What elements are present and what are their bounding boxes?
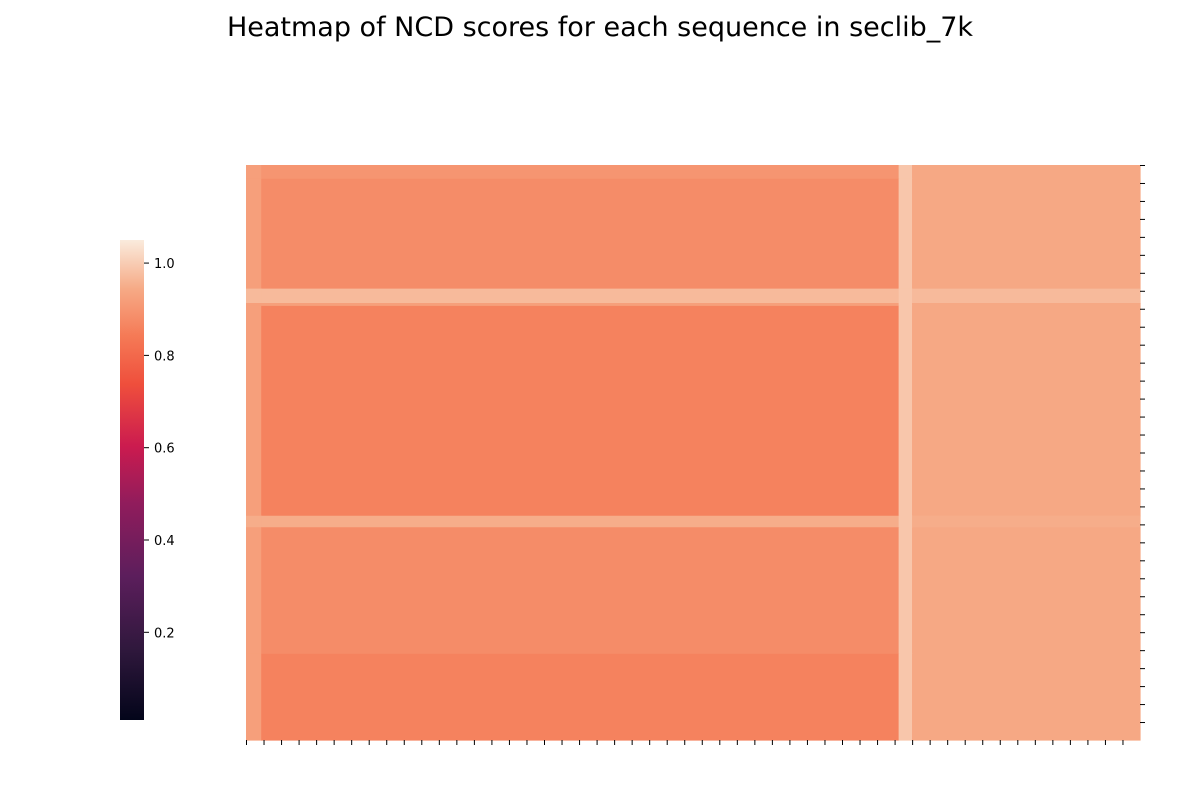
heatmap-cell-r1-c0 — [246, 178, 262, 290]
heatmap-cell-r5-c0 — [246, 515, 262, 528]
chart-title: Heatmap of NCD scores for each sequence … — [226, 12, 974, 43]
heatmap-cell-r7-c2 — [898, 653, 913, 741]
heatmap-cell-r3-c1 — [261, 303, 900, 307]
colorbar-tick-label: 0.6 — [154, 442, 175, 457]
heatmap-cell-r5-c3 — [912, 515, 1141, 528]
heatmap-cell-r1-c3 — [912, 178, 1141, 290]
heatmap-cell-r5-c2 — [898, 515, 913, 528]
heatmap-cell-r3-c2 — [898, 303, 913, 307]
heatmap-cell-r0-c2 — [898, 165, 913, 180]
heatmap-cell-r0-c3 — [912, 165, 1141, 180]
heatmap-cell-r6-c0 — [246, 527, 262, 655]
colorbar-gradient — [120, 240, 144, 720]
heatmap-cell-r3-c3 — [912, 303, 1141, 307]
heatmap-cell-r4-c2 — [898, 305, 913, 517]
heatmap-cell-r7-c1 — [261, 653, 900, 741]
heatmap-cell-r7-c0 — [246, 653, 262, 741]
colorbar: 0.2 0.4 0.6 0.8 1.0 — [120, 240, 175, 720]
heatmap-grid — [246, 165, 1141, 741]
heatmap-cell-r0-c1 — [261, 165, 900, 180]
heatmap-cell-r3-c0 — [246, 303, 262, 307]
x-axis-ticks — [246, 740, 1124, 745]
heatmap-cell-r2-c3 — [912, 288, 1141, 304]
colorbar-tick-label: 0.2 — [154, 626, 175, 641]
heatmap-cell-r7-c3 — [912, 653, 1141, 741]
heatmap-cell-r0-c0 — [246, 165, 262, 180]
heatmap-cell-r6-c1 — [261, 527, 900, 655]
heatmap-cell-r6-c3 — [912, 527, 1141, 655]
colorbar-tick-label: 0.4 — [154, 534, 175, 549]
heatmap-cell-r4-c0 — [246, 305, 262, 517]
colorbar-tick-label: 0.8 — [154, 349, 175, 364]
heatmap-cell-r5-c1 — [261, 515, 900, 528]
heatmap-cell-r2-c1 — [261, 288, 900, 304]
heatmap-cell-r6-c2 — [898, 527, 913, 655]
heatmap-cell-r1-c1 — [261, 178, 900, 290]
heatmap-cell-r4-c3 — [912, 305, 1141, 517]
heatmap-cell-r2-c2 — [898, 288, 913, 304]
y-axis-ticks — [1140, 165, 1145, 724]
heatmap-cell-r1-c2 — [898, 178, 913, 290]
heatmap-cell-r4-c1 — [261, 305, 900, 517]
colorbar-tick-label: 1.0 — [154, 257, 175, 272]
heatmap-cell-r2-c0 — [246, 288, 262, 304]
